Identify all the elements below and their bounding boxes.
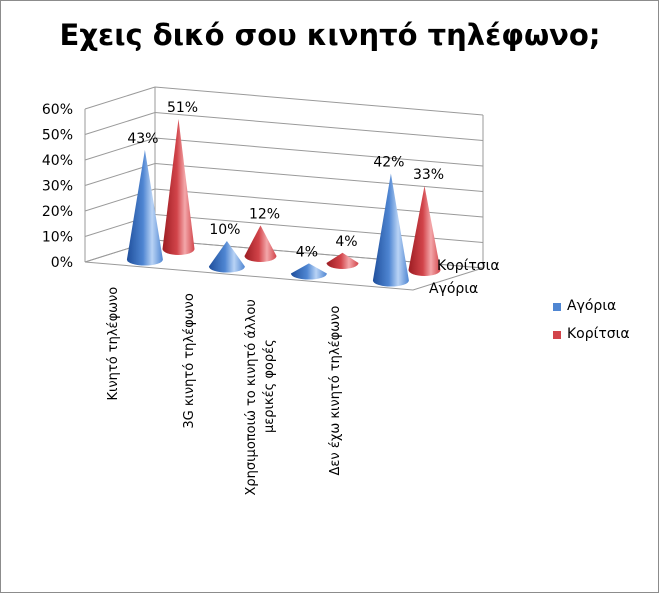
- category-label: Χρησιμοποιώ το κινητό άλλου μερικές φορές: [244, 299, 277, 495]
- y-tick-label: 40%: [42, 153, 73, 169]
- data-label: 43%: [127, 131, 158, 147]
- cone: [408, 185, 441, 276]
- data-label: 10%: [209, 222, 240, 238]
- category-label: 3G κινητό τηλέφωνο: [182, 293, 197, 428]
- cone: [326, 252, 359, 269]
- data-label: 42%: [373, 154, 404, 170]
- series-girls: 51% 12% 4% 33%: [162, 100, 444, 276]
- legend-swatch: [553, 331, 561, 339]
- depth-axis-label: Κορίτσια: [437, 258, 500, 274]
- y-tick-label: 50%: [42, 128, 73, 144]
- category-label: Κινητό τηλέφωνο: [106, 287, 121, 401]
- cone: [208, 241, 245, 273]
- y-tick-label: 60%: [42, 102, 73, 118]
- cone: [290, 263, 327, 280]
- cone: [244, 225, 277, 262]
- svg-text:Δεν έχω κινητό τηλέφωνο: Δεν έχω κινητό τηλέφωνο: [328, 306, 343, 476]
- gridline: [84, 86, 484, 116]
- y-tick-label: 30%: [42, 179, 73, 195]
- y-tick-label: 10%: [42, 230, 73, 246]
- legend-label: Αγόρια: [567, 298, 617, 314]
- series-boys: 43% 10% 4% 42%: [126, 131, 409, 287]
- data-label: 4%: [335, 234, 357, 250]
- y-tick-label: 0%: [51, 255, 73, 271]
- svg-text:3G κινητό τηλέφωνο: 3G κινητό τηλέφωνο: [182, 293, 197, 428]
- category-label: Δεν έχω κινητό τηλέφωνο: [328, 306, 343, 476]
- chart-title: Εχεις δικό σου κινητό τηλέφωνο;: [59, 18, 601, 52]
- legend-label: Κορίτσια: [567, 326, 630, 342]
- depth-axis-label: Αγόρια: [429, 281, 478, 297]
- data-label: 4%: [296, 244, 318, 260]
- data-label: 12%: [249, 206, 280, 222]
- data-label: 51%: [167, 100, 198, 116]
- y-tick-label: 20%: [42, 204, 73, 220]
- depth-axis-labels: Κορίτσια Αγόρια: [429, 258, 500, 297]
- legend-swatch: [553, 303, 561, 311]
- cone: [372, 173, 409, 287]
- data-label: 33%: [413, 167, 444, 183]
- svg-text:Κινητό τηλέφωνο: Κινητό τηλέφωνο: [106, 287, 121, 401]
- cone: [162, 118, 195, 255]
- cone: [126, 149, 163, 266]
